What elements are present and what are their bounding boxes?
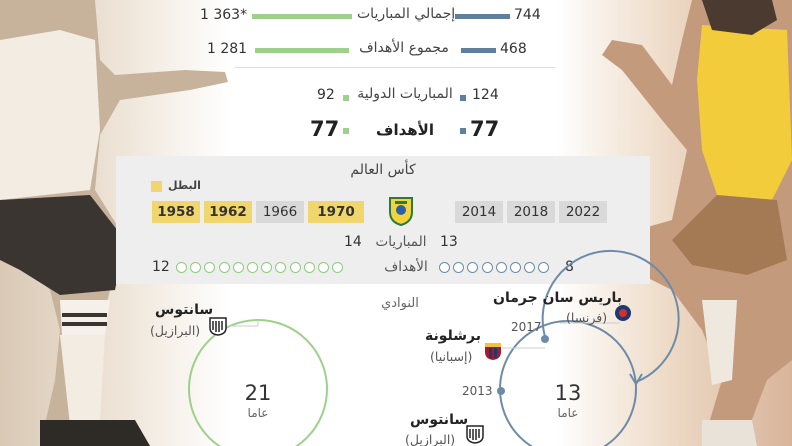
- left-club-years-unit: عاما: [247, 406, 269, 420]
- right-goal-ball-icon: [495, 262, 507, 273]
- right-player-illustration: [602, 0, 792, 446]
- transfer-year-1: 2017: [511, 320, 542, 334]
- wc-goals-right-value: 8: [565, 259, 574, 275]
- total-matches-right-value: 744: [514, 7, 541, 23]
- world-cup-year-1962: 1962: [204, 201, 252, 223]
- champion-legend-swatch: [151, 181, 162, 192]
- total-matches-label: إجمالي المباريات: [357, 6, 456, 22]
- right-goal-ball-icon: [524, 262, 536, 273]
- world-cup-year-2022: 2022: [559, 201, 607, 223]
- intl-goals-left-marker: [343, 128, 349, 134]
- world-cup-panel: كأس العالم البطل 1958 1962 1966 1970 2014 20…: [116, 156, 650, 284]
- total-goals-label: مجموع الأهداف: [359, 40, 449, 56]
- right-goal-ball-icon: [439, 262, 450, 273]
- total-goals-right-bar: [461, 48, 496, 53]
- right-goal-ball-icon: [538, 262, 550, 273]
- intl-matches-label: المباريات الدولية: [357, 86, 453, 102]
- left-goal-ball-icon: [204, 262, 216, 273]
- left-goal-ball-icon: [332, 262, 344, 273]
- intl-matches-right-value: 124: [472, 87, 499, 103]
- right-club-1-country: (فرنسا): [566, 310, 608, 325]
- left-goal-ball-icon: [218, 262, 230, 273]
- total-matches-right-bar: [455, 14, 510, 19]
- clubs-title: النوادي: [381, 296, 419, 311]
- left-goal-ball-icon: [232, 262, 244, 273]
- right-club-2-country: (إسبانيا): [430, 349, 473, 364]
- intl-goals-label: الأهداف: [376, 121, 434, 139]
- total-goals-left-bar: [255, 48, 349, 53]
- intl-matches-left-value: 92: [317, 87, 335, 103]
- right-club-years-unit: عاما: [557, 406, 579, 420]
- left-goal-ball-icon: [247, 262, 258, 273]
- world-cup-year-1966: 1966: [256, 201, 304, 223]
- intl-goals-left-value: 77: [310, 117, 340, 141]
- total-matches-left-bar: [252, 14, 352, 19]
- right-club-years: 13: [554, 381, 582, 405]
- left-club-country: (البرازيل): [150, 323, 201, 338]
- left-goal-ball-icon: [190, 262, 202, 273]
- left-goal-ball-icon: [261, 262, 273, 273]
- total-goals-right-value: 468: [500, 41, 527, 57]
- wc-goals-left-value: 12: [152, 259, 170, 275]
- right-goal-ball-icon: [510, 262, 521, 273]
- right-club-3-name: سانتوس: [410, 412, 469, 428]
- right-club-2-name: برشلونة: [425, 328, 481, 344]
- world-cup-year-2018: 2018: [507, 201, 555, 223]
- left-goal-ball-icon: [318, 262, 329, 273]
- divider: [235, 67, 555, 68]
- transfer-year-2: 2013: [462, 384, 493, 398]
- right-goal-ball-icon: [481, 262, 493, 273]
- left-goal-ball-icon: [303, 262, 315, 273]
- right-goal-ball-icon: [467, 262, 479, 273]
- left-goal-ball-icon: [275, 262, 287, 273]
- intl-goals-right-value: 77: [470, 117, 500, 141]
- right-club-3-country: (البرازيل): [405, 432, 456, 446]
- wc-goals-label: الأهداف: [384, 259, 428, 275]
- left-player-illustration: [0, 0, 228, 446]
- world-cup-year-1970: 1970: [308, 201, 364, 223]
- psg-crest-icon: [615, 305, 631, 321]
- intl-matches-right-marker: [460, 95, 466, 101]
- brazil-crest-icon: [389, 197, 413, 226]
- right-goal-ball-icon: [453, 262, 465, 273]
- champion-legend-label: البطل: [168, 179, 201, 192]
- intl-matches-left-marker: [343, 95, 349, 101]
- total-matches-left-value: 1 363*: [200, 7, 248, 23]
- left-club-years: 21: [244, 381, 272, 405]
- wc-matches-label: المباريات: [375, 234, 427, 250]
- world-cup-year-1958: 1958: [152, 201, 200, 223]
- santos-crest-icon: [466, 425, 484, 444]
- barcelona-crest-icon: [485, 343, 501, 360]
- intl-goals-right-marker: [460, 128, 466, 134]
- total-goals-left-value: 1 281: [207, 41, 248, 57]
- left-goal-ball-icon: [176, 262, 187, 273]
- santos-crest-icon: [209, 317, 227, 336]
- wc-matches-left-value: 14: [344, 234, 362, 250]
- left-club-name: سانتوس: [155, 302, 214, 318]
- wc-matches-right-value: 13: [440, 234, 458, 250]
- left-goal-ball-icon: [289, 262, 301, 273]
- right-club-1-name: باريس سان جرمان: [493, 290, 623, 306]
- world-cup-year-2014: 2014: [455, 201, 503, 223]
- world-cup-title: كأس العالم: [350, 162, 416, 178]
